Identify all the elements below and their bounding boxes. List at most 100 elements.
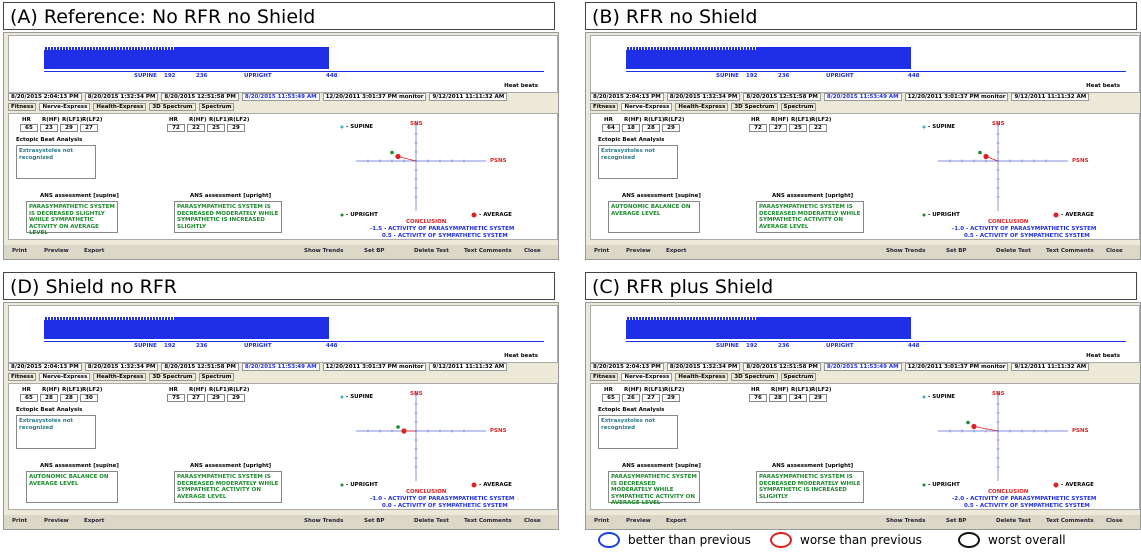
date-tab[interactable]: 8/20/2015 11:53:49 AM: [824, 363, 902, 371]
view-tab[interactable]: 3D Spectrum: [149, 103, 195, 111]
date-tab[interactable]: 8/20/2015 12:51:58 PM: [743, 93, 821, 101]
table-value: 29: [60, 124, 78, 132]
toolbar-button[interactable]: Export: [84, 518, 104, 524]
view-tabs: FitnessNerve-ExpressHealth-Express3D Spe…: [590, 373, 816, 381]
toolbar-button[interactable]: Preview: [626, 518, 651, 524]
plot-shape: [1054, 483, 1059, 488]
toolbar-button[interactable]: Show Trends: [304, 518, 343, 524]
plot-shape: [401, 428, 406, 433]
toolbar-button[interactable]: Set BP: [946, 518, 966, 524]
x-axis-label: Heat beats: [504, 353, 538, 359]
date-tab[interactable]: 9/12/2011 11:11:32 AM: [429, 363, 507, 371]
upright-assessment: PARASYMPATHETIC SYSTEM IS DECREASED MODE…: [174, 201, 282, 233]
view-tab[interactable]: Health-Express: [675, 373, 728, 381]
date-tab[interactable]: 8/20/2015 1:32:34 PM: [667, 363, 741, 371]
date-tab[interactable]: 8/20/2015 2:04:13 PM: [8, 93, 82, 101]
toolbar-button[interactable]: Print: [12, 518, 27, 524]
psns-label: PSNS: [490, 158, 507, 164]
toolbar-button[interactable]: Close: [524, 518, 541, 524]
toolbar-button[interactable]: Delete Test: [414, 518, 449, 524]
plot-shape: [923, 396, 926, 399]
date-tab[interactable]: 8/20/2015 1:32:34 PM: [667, 93, 741, 101]
toolbar-button[interactable]: Text Comments: [1046, 248, 1094, 254]
view-tab[interactable]: Nerve-Express: [621, 103, 672, 111]
upright-assessment: PARASYMPATHETIC SYSTEM IS DECREASED MODE…: [756, 471, 864, 503]
upright-label: ANS assessment [upright]: [190, 463, 271, 469]
date-tab[interactable]: 9/12/2011 11:11:32 AM: [429, 93, 507, 101]
upright-assessment: PARASYMPATHETIC SYSTEM IS DECREASED MODE…: [756, 201, 864, 233]
toolbar-button[interactable]: Delete Test: [414, 248, 449, 254]
quadrant-plot: [886, 115, 1136, 235]
toolbar-button[interactable]: Show Trends: [886, 518, 925, 524]
toolbar-button[interactable]: Print: [594, 518, 609, 524]
view-tab[interactable]: Spectrum: [781, 103, 817, 111]
toolbar-button[interactable]: Close: [1106, 518, 1123, 524]
date-tab[interactable]: 8/20/2015 12:51:58 PM: [743, 363, 821, 371]
view-tab[interactable]: 3D Spectrum: [731, 373, 777, 381]
date-tab[interactable]: 8/20/2015 11:53:49 AM: [242, 363, 320, 371]
view-tab[interactable]: Fitness: [590, 373, 618, 381]
view-tab[interactable]: 3D Spectrum: [731, 103, 777, 111]
date-tab[interactable]: 9/12/2011 11:11:32 AM: [1011, 363, 1089, 371]
toolbar-button[interactable]: Preview: [44, 518, 69, 524]
table-value: 27: [769, 124, 787, 132]
view-tab[interactable]: Nerve-Express: [39, 373, 90, 381]
view-tab[interactable]: Fitness: [8, 103, 36, 111]
date-tab[interactable]: 12/20/2011 3:01:37 PM monitor: [323, 363, 427, 371]
toolbar-button[interactable]: Delete Test: [996, 518, 1031, 524]
date-tab[interactable]: 12/20/2011 3:01:37 PM monitor: [905, 363, 1009, 371]
date-tab[interactable]: 8/20/2015 12:51:58 PM: [161, 363, 239, 371]
view-tab[interactable]: Nerve-Express: [621, 373, 672, 381]
toolbar-button[interactable]: Export: [84, 248, 104, 254]
toolbar-button[interactable]: Print: [12, 248, 27, 254]
date-tab[interactable]: 8/20/2015 2:04:13 PM: [8, 363, 82, 371]
toolbar-button[interactable]: Text Comments: [464, 518, 512, 524]
view-tab[interactable]: Nerve-Express: [39, 103, 90, 111]
view-tab[interactable]: Health-Express: [93, 373, 146, 381]
table-header: R(LF2): [82, 117, 102, 123]
date-tab[interactable]: 8/20/2015 2:04:13 PM: [590, 93, 664, 101]
page: (A) Reference: No RFR no ShieldSUPINE192…: [0, 0, 1141, 554]
date-tab[interactable]: 8/20/2015 1:32:34 PM: [85, 363, 159, 371]
date-tab[interactable]: 8/20/2015 12:51:58 PM: [161, 93, 239, 101]
toolbar-button[interactable]: Set BP: [946, 248, 966, 254]
toolbar-button[interactable]: Show Trends: [304, 248, 343, 254]
view-tab[interactable]: Fitness: [590, 103, 618, 111]
view-tab[interactable]: 3D Spectrum: [149, 373, 195, 381]
view-tab[interactable]: Spectrum: [781, 373, 817, 381]
toolbar-button[interactable]: Preview: [626, 248, 651, 254]
view-tab[interactable]: Health-Express: [93, 103, 146, 111]
view-tab[interactable]: Spectrum: [199, 373, 235, 381]
upright-label: ANS assessment [upright]: [190, 193, 271, 199]
date-tab[interactable]: 8/20/2015 11:53:49 AM: [824, 93, 902, 101]
toolbar-button[interactable]: Set BP: [364, 518, 384, 524]
conclusion-line: -1.5 - ACTIVITY OF PARASYMPATHETIC SYSTE…: [370, 226, 514, 232]
toolbar-button[interactable]: Export: [666, 248, 686, 254]
date-tab[interactable]: 8/20/2015 1:32:34 PM: [85, 93, 159, 101]
toolbar-button[interactable]: Export: [666, 518, 686, 524]
table-header: HR: [22, 387, 31, 393]
plot-shape: [966, 421, 970, 425]
conclusion-line: 0.5 - ACTIVITY OF SYMPATHETIC SYSTEM: [964, 503, 1090, 509]
toolbar-button[interactable]: Close: [1106, 248, 1123, 254]
table-value: 65: [602, 394, 620, 402]
toolbar-button[interactable]: Close: [524, 248, 541, 254]
table-header: R(LF2): [811, 387, 831, 393]
toolbar-button[interactable]: Text Comments: [1046, 518, 1094, 524]
view-tab[interactable]: Health-Express: [675, 103, 728, 111]
date-tab[interactable]: 12/20/2011 3:01:37 PM monitor: [323, 93, 427, 101]
date-tab[interactable]: 8/20/2015 11:53:49 AM: [242, 93, 320, 101]
date-tab[interactable]: 12/20/2011 3:01:37 PM monitor: [905, 93, 1009, 101]
conclusion-line: -1.0 - ACTIVITY OF PARASYMPATHETIC SYSTE…: [952, 226, 1096, 232]
toolbar-button[interactable]: Delete Test: [996, 248, 1031, 254]
view-tab[interactable]: Spectrum: [199, 103, 235, 111]
toolbar-button[interactable]: Text Comments: [464, 248, 512, 254]
toolbar-button[interactable]: Preview: [44, 248, 69, 254]
psns-label: PSNS: [490, 428, 507, 434]
toolbar-button[interactable]: Set BP: [364, 248, 384, 254]
toolbar-button[interactable]: Print: [594, 248, 609, 254]
toolbar-button[interactable]: Show Trends: [886, 248, 925, 254]
view-tab[interactable]: Fitness: [8, 373, 36, 381]
date-tab[interactable]: 9/12/2011 11:11:32 AM: [1011, 93, 1089, 101]
date-tab[interactable]: 8/20/2015 2:04:13 PM: [590, 363, 664, 371]
